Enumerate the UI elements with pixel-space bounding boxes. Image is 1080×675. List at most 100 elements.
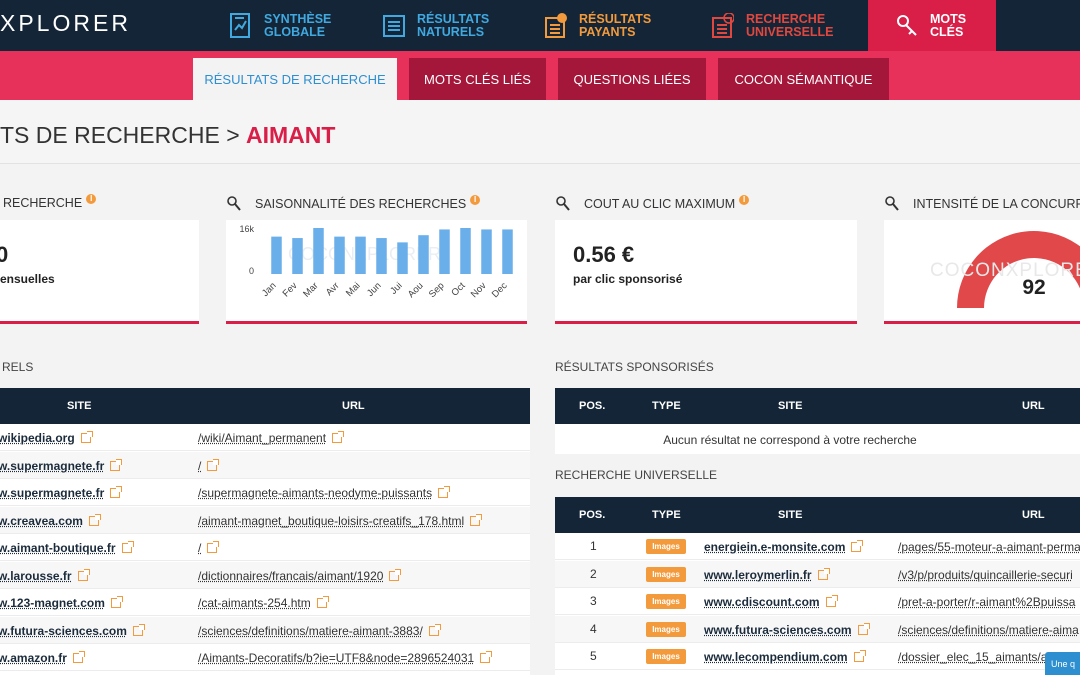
external-link-icon[interactable] (122, 543, 132, 553)
external-link-icon[interactable] (207, 461, 217, 471)
chart-bar[interactable] (313, 228, 324, 274)
col-type[interactable]: TYPE (652, 509, 681, 521)
site-link[interactable]: w.supermagnete.fr (0, 486, 104, 500)
url-link[interactable]: /cat-aimants-254.htm (198, 596, 311, 610)
url-link[interactable]: /supermagnete-aimants-neodyme-puissants (198, 486, 432, 500)
tab-cocon-semantique[interactable]: Cocon sémantique (718, 58, 889, 100)
url-link[interactable]: /Aimants-Decoratifs/b?ie=UTF8&node=28965… (198, 651, 474, 665)
external-link-icon[interactable] (111, 598, 121, 608)
site-link[interactable]: w.amazon.fr (0, 651, 67, 665)
site-link[interactable]: w.supermagnete.fr (0, 459, 104, 473)
app-logo[interactable]: XPLORER (0, 10, 131, 37)
col-url[interactable]: URL (1022, 400, 1045, 412)
external-link-icon[interactable] (429, 626, 439, 636)
chart-bar[interactable] (292, 238, 303, 274)
site-link[interactable]: w.creavea.com (0, 514, 83, 528)
url-link[interactable]: /dossier_elec_15_aimants/ai (898, 650, 1050, 664)
external-link-icon[interactable] (470, 516, 480, 526)
external-link-icon[interactable] (389, 571, 399, 581)
x-tick-label: Fev (281, 280, 300, 299)
nav-recherche-universelle[interactable]: Recherche universelle (712, 0, 862, 51)
external-link-icon[interactable] (73, 653, 83, 663)
external-link-icon[interactable] (133, 626, 143, 636)
tab-mots-cles-lies[interactable]: Mots clés liés (409, 58, 546, 100)
external-link-icon[interactable] (818, 570, 828, 580)
col-site[interactable]: SITE (778, 400, 802, 412)
external-link-icon[interactable] (110, 488, 120, 498)
nav-label-line2: clés (930, 26, 966, 39)
page-title-prefix: TS DE RECHERCHE > (0, 122, 240, 148)
chart-bar[interactable] (397, 242, 408, 274)
sub-tab-bar: Résultats de recherche Mots clés liés Qu… (0, 51, 1080, 100)
chart-bar[interactable] (439, 229, 450, 274)
site-link[interactable]: wikipedia.org (0, 431, 75, 445)
site-link[interactable]: www.lecompendium.com (704, 650, 848, 664)
natural-table-header: SITE URL (0, 388, 530, 424)
url-link[interactable]: / (198, 459, 201, 473)
chat-widget-tab[interactable]: Une q (1045, 652, 1080, 675)
url-link[interactable]: /dictionnaires/francais/aimant/1920 (198, 569, 383, 583)
external-link-icon[interactable] (851, 542, 861, 552)
table-row: w.larousse.fr/dictionnaires/francais/aim… (0, 562, 530, 589)
chart-bar[interactable] (355, 237, 366, 274)
info-icon[interactable]: i (470, 195, 480, 205)
chart-bar[interactable] (460, 228, 471, 274)
external-link-icon[interactable] (858, 625, 868, 635)
col-url[interactable]: URL (1022, 509, 1045, 521)
external-link-icon[interactable] (110, 461, 120, 471)
site-link[interactable]: www.futura-sciences.com (704, 623, 852, 637)
col-pos[interactable]: POS. (579, 509, 605, 521)
table-row: 2 Images www.leroymerlin.fr/v3/p/produits/… (555, 561, 1080, 588)
site-link[interactable]: www.leroymerlin.fr (704, 568, 812, 582)
cpc-value: 0.56 € (573, 242, 634, 268)
url-link[interactable]: / (198, 541, 201, 555)
site-link[interactable]: w.futura-sciences.com (0, 624, 127, 638)
external-link-icon[interactable] (826, 597, 836, 607)
nav-resultats-payants[interactable]: Résultats payants (545, 0, 685, 51)
external-link-icon[interactable] (438, 488, 448, 498)
chart-bar[interactable] (271, 237, 282, 274)
nav-label-line2: globale (264, 26, 331, 39)
col-type[interactable]: TYPE (652, 400, 681, 412)
external-link-icon[interactable] (207, 543, 217, 553)
chart-bar[interactable] (376, 238, 387, 274)
external-link-icon[interactable] (332, 433, 342, 443)
url-link[interactable]: /sciences/definitions/matiere-aima (898, 623, 1079, 637)
col-url[interactable]: URL (342, 400, 365, 412)
url-link[interactable]: /aimant-magnet_boutique-loisirs-creatifs… (198, 514, 464, 528)
site-link[interactable]: www.cdiscount.com (704, 595, 820, 609)
chart-bar[interactable] (418, 235, 429, 274)
external-link-icon[interactable] (78, 571, 88, 581)
nav-mots-cles[interactable]: Mots clés (868, 0, 996, 51)
tab-questions-liees[interactable]: Questions liées (558, 58, 706, 100)
table-row: 3 Images www.cdiscount.com/pret-a-porter/r… (555, 588, 1080, 615)
external-link-icon[interactable] (854, 652, 864, 662)
url-link[interactable]: /wiki/Aimant_permanent (198, 431, 326, 445)
url-link[interactable]: /pret-a-porter/r-aimant%2Bpuissa (898, 595, 1075, 609)
tab-resultats-de-recherche[interactable]: Résultats de recherche (193, 58, 397, 100)
site-link[interactable]: w.larousse.fr (0, 569, 72, 583)
col-site[interactable]: SITE (778, 509, 802, 521)
chart-bar[interactable] (502, 229, 513, 274)
nav-resultats-naturels[interactable]: Résultats naturels (383, 0, 523, 51)
nav-label-line1: Résultats (579, 13, 651, 26)
external-link-icon[interactable] (317, 598, 327, 608)
chart-bar[interactable] (334, 237, 345, 274)
site-link[interactable]: w.123-magnet.com (0, 596, 105, 610)
table-row: w.creavea.com/aimant-magnet_boutique-loi… (0, 507, 530, 534)
info-icon[interactable]: i (86, 194, 96, 204)
col-site[interactable]: SITE (67, 400, 91, 412)
external-link-icon[interactable] (89, 516, 99, 526)
col-pos[interactable]: POS. (579, 400, 605, 412)
nav-label-line1: Mots (930, 13, 966, 26)
external-link-icon[interactable] (480, 653, 490, 663)
chart-bar[interactable] (481, 229, 492, 274)
url-link[interactable]: /v3/p/produits/quincaillerie-securi (898, 568, 1073, 582)
url-link[interactable]: /sciences/definitions/matiere-aimant-388… (198, 624, 423, 638)
url-link[interactable]: /pages/55-moteur-a-aimant-perma (898, 540, 1080, 554)
site-link[interactable]: energiein.e-monsite.com (704, 540, 845, 554)
site-link[interactable]: w.aimant-boutique.fr (0, 541, 116, 555)
external-link-icon[interactable] (81, 433, 91, 443)
info-icon[interactable]: i (739, 195, 749, 205)
nav-synthese-globale[interactable]: Synthèse globale (230, 0, 370, 51)
